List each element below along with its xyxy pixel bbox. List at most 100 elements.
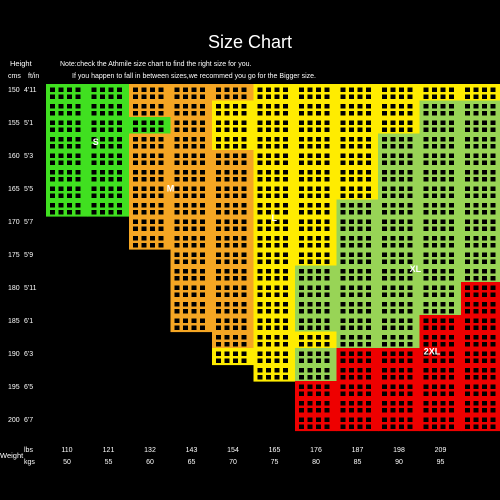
size-cell bbox=[461, 117, 500, 135]
height-tick-cm: 165 bbox=[8, 186, 20, 193]
size-cell bbox=[253, 232, 296, 250]
size-cell bbox=[212, 166, 255, 184]
size-cell bbox=[461, 249, 500, 267]
weight-tick-lbs: 121 bbox=[103, 447, 115, 454]
size-label-xl: XL bbox=[410, 264, 422, 274]
size-cell bbox=[129, 150, 172, 168]
size-cell bbox=[378, 315, 421, 333]
size-cell bbox=[295, 414, 338, 432]
size-cell bbox=[46, 183, 89, 201]
size-cell bbox=[170, 100, 213, 118]
size-cell bbox=[336, 364, 379, 382]
height-tick-ftin: 5'3 bbox=[24, 153, 33, 160]
size-cell bbox=[87, 117, 130, 135]
chart-title: Size Chart bbox=[208, 32, 292, 52]
size-cell bbox=[295, 397, 338, 415]
size-cell bbox=[87, 150, 130, 168]
size-cell bbox=[46, 166, 89, 184]
weight-tick-kgs: 50 bbox=[63, 459, 71, 466]
height-tick-ftin: 6'3 bbox=[24, 351, 33, 358]
size-cell bbox=[461, 298, 500, 316]
size-cell bbox=[461, 381, 500, 399]
size-cell bbox=[212, 216, 255, 234]
size-cell bbox=[295, 216, 338, 234]
size-cell bbox=[378, 331, 421, 349]
size-cell bbox=[170, 183, 213, 201]
size-cell bbox=[295, 183, 338, 201]
height-unit-ftin: ft/in bbox=[28, 73, 39, 80]
size-cell bbox=[212, 199, 255, 217]
size-cell bbox=[170, 265, 213, 283]
size-cell bbox=[46, 117, 89, 135]
size-cell bbox=[295, 84, 338, 102]
size-cell bbox=[295, 100, 338, 118]
size-cell bbox=[212, 315, 255, 333]
size-cell bbox=[378, 298, 421, 316]
size-cell bbox=[461, 150, 500, 168]
size-cell bbox=[212, 183, 255, 201]
note-line-2: If you happen to fall in between sizes,w… bbox=[72, 73, 316, 80]
size-cell bbox=[461, 282, 500, 300]
size-cell bbox=[336, 166, 379, 184]
size-cell bbox=[170, 117, 213, 135]
size-cell bbox=[295, 331, 338, 349]
size-cell bbox=[212, 249, 255, 267]
size-cell bbox=[295, 364, 338, 382]
size-cell bbox=[87, 100, 130, 118]
size-cell bbox=[336, 216, 379, 234]
size-cell bbox=[419, 84, 462, 102]
size-cell bbox=[212, 232, 255, 250]
size-cell bbox=[378, 232, 421, 250]
height-tick-cm: 180 bbox=[8, 285, 20, 292]
size-cell bbox=[129, 133, 172, 151]
size-cell bbox=[419, 183, 462, 201]
size-cell bbox=[46, 199, 89, 217]
size-cell bbox=[336, 414, 379, 432]
size-cell bbox=[336, 232, 379, 250]
size-cell bbox=[419, 315, 462, 333]
size-cell bbox=[212, 265, 255, 283]
size-cell bbox=[461, 100, 500, 118]
size-cell bbox=[461, 348, 500, 366]
size-cell bbox=[419, 397, 462, 415]
size-cell bbox=[253, 117, 296, 135]
size-cell bbox=[461, 364, 500, 382]
size-cell bbox=[87, 84, 130, 102]
weight-tick-lbs: 209 bbox=[435, 447, 447, 454]
size-cell bbox=[170, 150, 213, 168]
size-cell bbox=[212, 348, 255, 366]
size-cell bbox=[253, 100, 296, 118]
weight-tick-kgs: 55 bbox=[105, 459, 113, 466]
height-tick-cm: 195 bbox=[8, 384, 20, 391]
size-cell bbox=[419, 298, 462, 316]
size-cell bbox=[212, 84, 255, 102]
size-cell bbox=[295, 117, 338, 135]
size-cell bbox=[419, 331, 462, 349]
size-cell bbox=[295, 150, 338, 168]
size-cell bbox=[419, 117, 462, 135]
weight-tick-lbs: 165 bbox=[269, 447, 281, 454]
size-label-m: M bbox=[167, 183, 175, 193]
size-cell bbox=[295, 232, 338, 250]
size-cell bbox=[336, 282, 379, 300]
size-cell bbox=[253, 348, 296, 366]
size-cell bbox=[419, 232, 462, 250]
size-cell bbox=[336, 265, 379, 283]
size-cell bbox=[295, 199, 338, 217]
size-cell bbox=[378, 84, 421, 102]
size-cell bbox=[212, 298, 255, 316]
size-cell bbox=[212, 100, 255, 118]
weight-tick-kgs: 95 bbox=[437, 459, 445, 466]
weight-axis-label: Weight bbox=[0, 451, 24, 460]
size-cell bbox=[253, 282, 296, 300]
size-cell bbox=[295, 348, 338, 366]
size-cell bbox=[336, 199, 379, 217]
size-cell bbox=[378, 199, 421, 217]
size-cell bbox=[253, 315, 296, 333]
size-cell bbox=[295, 166, 338, 184]
size-cell bbox=[419, 414, 462, 432]
size-cell bbox=[461, 232, 500, 250]
size-cell bbox=[461, 133, 500, 151]
size-cell bbox=[336, 249, 379, 267]
size-cell bbox=[170, 315, 213, 333]
